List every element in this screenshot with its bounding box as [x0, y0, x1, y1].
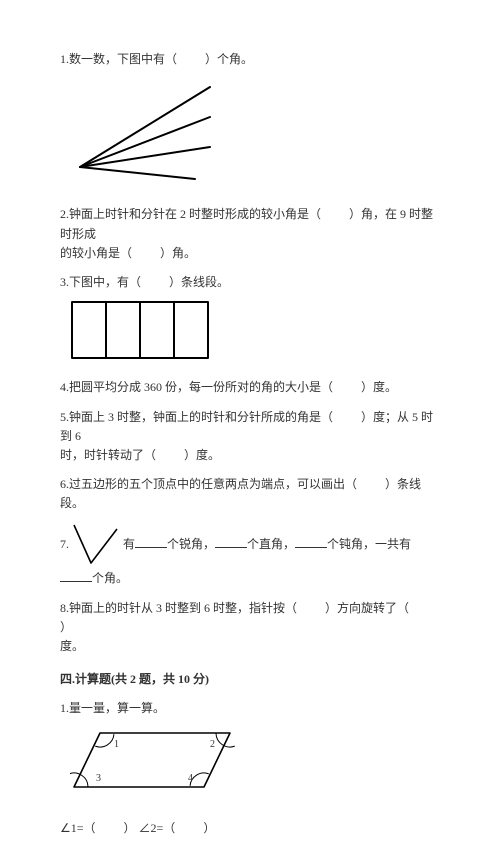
section4-q1-figure: 1 2 3 4 — [70, 727, 440, 801]
q1-figure — [70, 77, 440, 193]
q4-text-b: ）度。 — [361, 380, 397, 394]
q5-text-c: 时，时针转动了（ — [60, 448, 156, 462]
q1-text-a: 1.数一数，下图中有（ — [60, 52, 177, 66]
q7-prefix: 7. — [60, 537, 69, 551]
ans-a1: ∠1=（ — [60, 821, 96, 835]
section4-q1-answer-line: ∠1=（ ） ∠2=（ ） — [60, 819, 440, 838]
q4-text-a: 4.把圆平均分成 360 份，每一份所对的角的大小是（ — [60, 380, 333, 394]
question-6: 6.过五边形的五个顶点中的任意两点为端点，可以画出（）条线段。 — [60, 475, 440, 513]
q7-seg-a: 有 — [123, 537, 135, 551]
q8-text-b: ）方向旋转了（ — [325, 601, 409, 615]
q7-seg-e: 个角。 — [92, 571, 128, 585]
q6-text-a: 6.过五边形的五个顶点中的任意两点为端点，可以画出（ — [60, 477, 357, 491]
q8-text-a: 8.钟面上的时针从 3 时整到 6 时整，指针按（ — [60, 601, 297, 615]
q3-text-b: ）条线段。 — [169, 275, 229, 289]
q7-seg-d: 个钝角，一共有 — [327, 537, 411, 551]
q7-blank-3[interactable] — [295, 533, 327, 548]
worksheet-page: 1.数一数，下图中有（）个角。 2.钟面上时针和分针在 2 时整时形成的较小角是… — [0, 0, 500, 868]
question-8: 8.钟面上的时针从 3 时整到 6 时整，指针按（ ）方向旋转了（ ） 度。 — [60, 599, 440, 657]
q7-blank-4[interactable] — [60, 567, 92, 582]
question-5: 5.钟面上 3 时整，钟面上的时针和分针所成的角是（）度；从 5 时到 6 时，… — [60, 408, 440, 466]
section-4-heading: 四.计算题(共 2 题，共 10 分) — [60, 670, 440, 689]
q3-text-a: 3.下图中，有（ — [60, 275, 141, 289]
q3-figure — [70, 300, 440, 366]
ans-a3: ） — [203, 821, 215, 835]
q7-figure — [69, 523, 119, 567]
q2-text-a: 2.钟面上时针和分针在 2 时整时形成的较小角是（ — [60, 207, 321, 221]
q7-seg-b: 个锐角， — [167, 537, 215, 551]
question-3: 3.下图中，有（ ）条线段。 — [60, 273, 440, 366]
q7-blank-2[interactable] — [215, 533, 247, 548]
svg-text:4: 4 — [188, 773, 193, 784]
question-1: 1.数一数，下图中有（ ）个角。 — [60, 50, 440, 193]
svg-text:3: 3 — [96, 773, 101, 784]
q1-text-b: ）个角。 — [205, 52, 253, 66]
question-4: 4.把圆平均分成 360 份，每一份所对的角的大小是（ ）度。 — [60, 378, 440, 397]
q7-seg-c: 个直角， — [247, 537, 295, 551]
question-7: 7. 有 个锐角， 个直角， 个钝角，一共有个角。 — [60, 523, 440, 588]
q5-text-a: 5.钟面上 3 时整，钟面上的时针和分针所成的角是（ — [60, 410, 333, 424]
section4-q1-text: 1.量一量，算一算。 — [60, 699, 440, 718]
svg-text:2: 2 — [210, 739, 215, 750]
q2-text-d: ）角。 — [160, 246, 196, 260]
ans-a2: ） ∠2=（ — [124, 821, 176, 835]
q8-text-d: 度。 — [60, 639, 84, 653]
q2-text-c: 的较小角是（ — [60, 246, 132, 260]
q5-text-d: ）度。 — [184, 448, 220, 462]
q8-text-c: ） — [60, 620, 72, 634]
q7-blank-1[interactable] — [135, 533, 167, 548]
question-2: 2.钟面上时针和分针在 2 时整时形成的较小角是（）角，在 9 时整时形成 的较… — [60, 205, 440, 263]
svg-text:1: 1 — [114, 739, 119, 750]
